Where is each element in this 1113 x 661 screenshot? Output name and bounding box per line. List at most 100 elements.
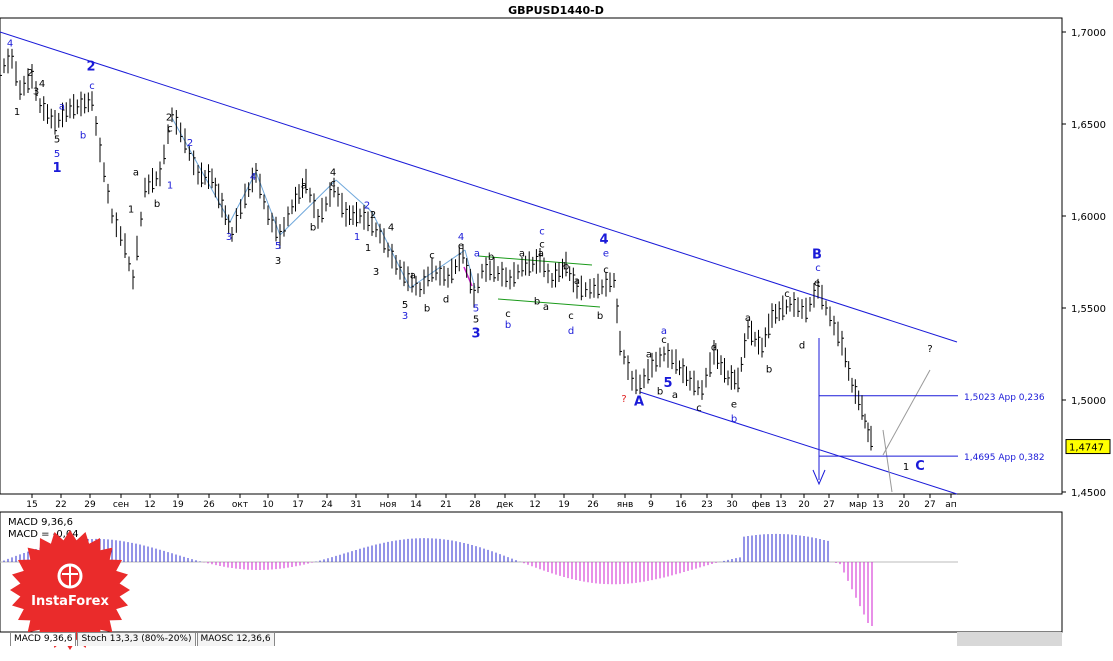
- time-tick-label: 24: [321, 500, 333, 510]
- wave-label: 1: [14, 107, 20, 118]
- tab-stoch[interactable]: Stoch 13,3,3 (80%-20%): [77, 632, 196, 646]
- wave-label: ?: [927, 344, 932, 355]
- wave-label: a: [646, 350, 652, 361]
- wave-label: c: [539, 226, 545, 237]
- time-tick-label: 13: [872, 500, 883, 510]
- wave-label: b: [534, 296, 540, 307]
- time-tick-label: 21: [440, 500, 451, 510]
- indicator-tabs: MACD 9,36,6 Stoch 13,3,3 (80%-20%) MAOSC…: [10, 632, 276, 646]
- wave-label: 2: [86, 60, 95, 75]
- wave-label: 5: [54, 149, 60, 160]
- wave-label: c: [661, 335, 667, 346]
- upper-trendline: [0, 31, 958, 343]
- wave-label: c: [429, 250, 435, 261]
- wave-connector: [279, 179, 337, 236]
- time-tick-label: 26: [587, 500, 599, 510]
- wave-label: 2: [187, 138, 193, 149]
- time-tick-label: 27: [924, 500, 935, 510]
- time-tick-label: 9: [648, 500, 654, 510]
- time-tick-label: 20: [898, 500, 910, 510]
- wave-label: a: [672, 390, 678, 401]
- scroll-area: [957, 632, 1062, 646]
- wave-label: e: [603, 248, 609, 259]
- wave-label: ?: [621, 394, 626, 405]
- time-tick-label: сен: [113, 500, 129, 510]
- target-level-label: 1,5023 Арр 0,236: [964, 393, 1045, 403]
- time-tick-label: 31: [350, 500, 361, 510]
- wave-label: 2: [370, 210, 376, 221]
- instaforex-logo: InstaForex: [8, 528, 132, 652]
- time-tick-label: 16: [675, 500, 687, 510]
- wave-label: b: [154, 199, 160, 210]
- time-tick-label: янв: [617, 500, 634, 510]
- projection-up: [882, 369, 931, 456]
- wave-label: b: [310, 223, 316, 234]
- wave-label: a: [745, 313, 751, 324]
- wave-label: A: [634, 395, 644, 410]
- triangle-upper: [477, 255, 593, 266]
- wave-label: 4: [7, 39, 13, 50]
- price-tick-label: 1,6500: [1071, 120, 1106, 131]
- wave-label: b: [505, 320, 511, 331]
- wave-label: d: [711, 342, 717, 353]
- time-tick-label: 12: [529, 500, 540, 510]
- time-tick-label: ап: [945, 500, 957, 510]
- wave-label: 2: [364, 201, 370, 212]
- wave-label: c: [603, 265, 609, 276]
- wave-label: 5: [54, 134, 60, 145]
- wave-label: 4: [388, 223, 394, 234]
- tab-macd[interactable]: MACD 9,36,6: [10, 632, 77, 646]
- wave-label: a: [133, 168, 139, 179]
- target-level-label: 1,4695 Арр 0,382: [964, 453, 1045, 463]
- wave-label: a: [519, 248, 525, 259]
- wave-label: 1: [167, 180, 173, 191]
- time-tick-label: 14: [410, 500, 422, 510]
- wave-label: c: [330, 179, 336, 190]
- wave-label: d: [799, 340, 805, 351]
- current-price-label: 1,4747: [1069, 443, 1104, 454]
- wave-label: d: [443, 294, 449, 305]
- wave-label: 5: [275, 241, 281, 252]
- time-tick-label: 19: [558, 500, 570, 510]
- wave-label: 4: [599, 233, 608, 248]
- wave-label: 1: [354, 232, 360, 243]
- wave-label: 5: [473, 315, 479, 326]
- wave-label: 4: [458, 232, 464, 243]
- tab-maosc[interactable]: MAOSC 12,36,6: [196, 632, 275, 646]
- indicator-plot-frame: [0, 511, 1063, 633]
- time-tick-label: 22: [55, 500, 66, 510]
- time-tick-label: окт: [232, 500, 248, 510]
- time-tick-label: ноя: [380, 500, 397, 510]
- price-tick-label: 1,7000: [1071, 28, 1106, 39]
- wave-label: c: [505, 309, 511, 320]
- price-tick-label: 1,5000: [1071, 396, 1106, 407]
- wave-label: 2: [166, 112, 172, 123]
- time-tick-label: фев: [752, 500, 771, 510]
- time-tick-label: 15: [26, 500, 37, 510]
- time-tick-label: 26: [203, 500, 215, 510]
- wave-label: 1: [903, 462, 909, 473]
- wave-label: b: [563, 261, 569, 272]
- time-tick-label: 12: [144, 500, 155, 510]
- wave-label: 2: [27, 68, 33, 79]
- time-tick-label: 13: [775, 500, 786, 510]
- wave-label: 1: [52, 161, 61, 176]
- wave-label: c: [539, 239, 545, 250]
- wave-label: b: [424, 304, 430, 315]
- wave-label: 3: [275, 256, 281, 267]
- wave-label: 3: [471, 326, 480, 341]
- wave-label: b: [488, 252, 494, 263]
- wave-label: a: [474, 248, 480, 259]
- wave-label: 1: [365, 243, 371, 254]
- macd-value: MACD = -0,04: [8, 529, 79, 540]
- wave-label: e: [731, 399, 737, 410]
- time-tick-label: 17: [292, 500, 303, 510]
- wave-connector: [335, 179, 373, 213]
- price-tick-label: 1,4500: [1071, 488, 1106, 499]
- wave-label: c: [89, 81, 95, 92]
- wave-label: a: [574, 276, 580, 287]
- wave-label: a: [301, 180, 307, 191]
- wave-label: 3: [373, 267, 379, 278]
- price-tick-label: 1,6000: [1071, 212, 1106, 223]
